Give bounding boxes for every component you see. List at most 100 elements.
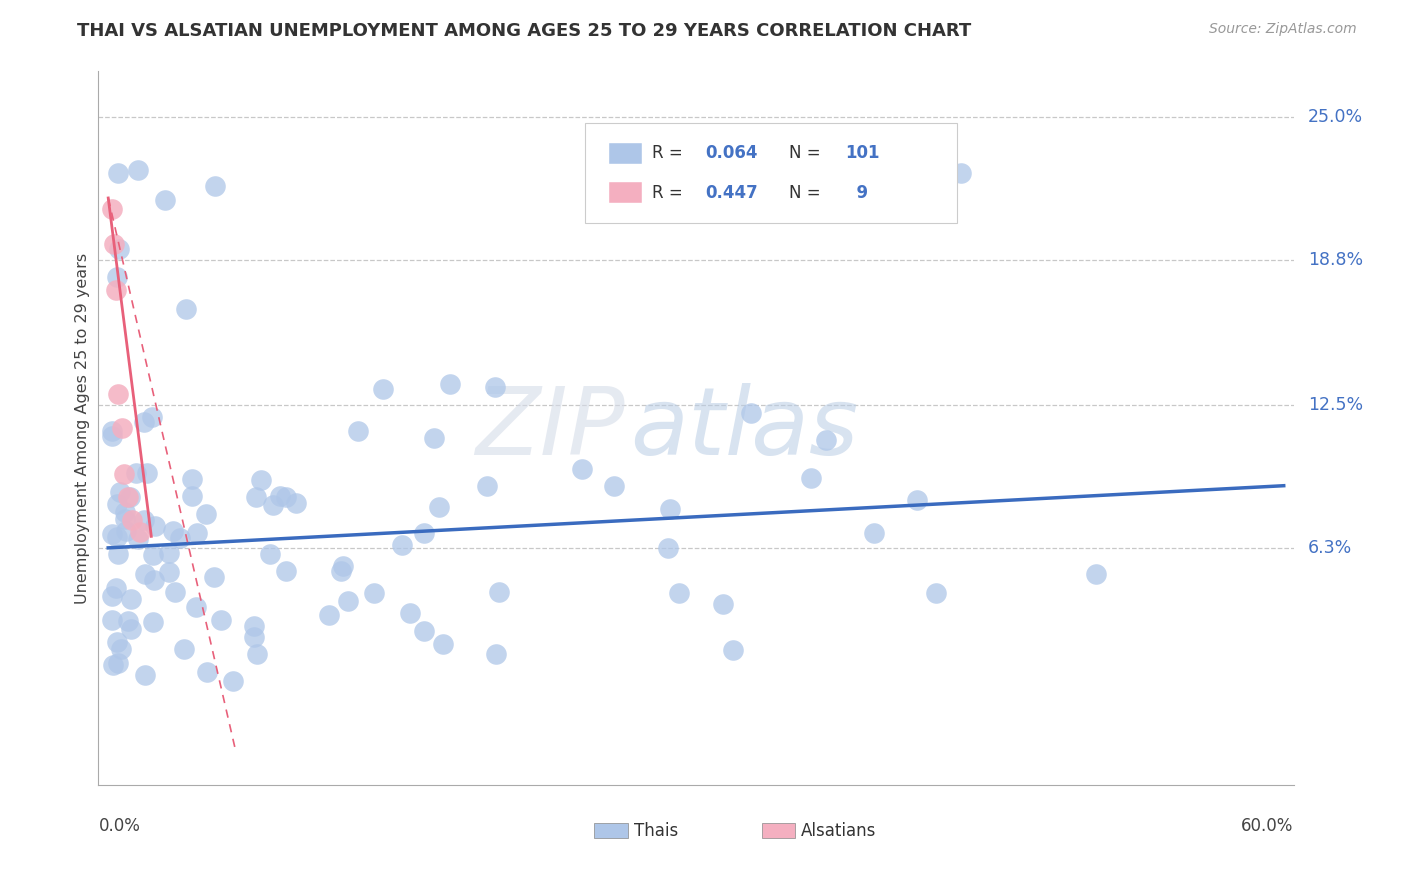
Point: [114, 512, 136, 526]
Point: [132, 513, 155, 527]
Point: [336, 594, 359, 608]
Point: [107, 547, 129, 561]
Point: [186, 526, 208, 541]
Point: [363, 586, 385, 600]
Point: [243, 630, 266, 644]
Point: [274, 564, 297, 578]
Point: [427, 500, 450, 514]
Point: [105, 497, 128, 511]
Point: [157, 565, 180, 579]
Point: [222, 674, 245, 689]
Point: [488, 585, 510, 599]
Text: 12.5%: 12.5%: [1308, 396, 1362, 414]
Point: [243, 619, 266, 633]
FancyBboxPatch shape: [609, 182, 643, 203]
Point: [180, 489, 202, 503]
Text: ZIP: ZIP: [475, 383, 624, 474]
Point: [101, 613, 124, 627]
Point: [174, 301, 197, 316]
Point: [165, 584, 187, 599]
Text: 6.3%: 6.3%: [1308, 539, 1353, 557]
Point: [484, 380, 506, 394]
Point: [659, 501, 682, 516]
Point: [114, 505, 136, 519]
Point: [330, 564, 353, 578]
Point: [269, 489, 291, 503]
Point: [153, 193, 176, 207]
Point: [105, 269, 128, 284]
Point: [128, 524, 150, 539]
Point: [107, 386, 129, 401]
Point: [127, 162, 149, 177]
Point: [173, 641, 195, 656]
Point: [262, 498, 284, 512]
Point: [259, 547, 281, 561]
Point: [412, 526, 434, 541]
Text: 9: 9: [845, 184, 869, 202]
Point: [949, 166, 972, 180]
Point: [117, 490, 139, 504]
Point: [157, 546, 180, 560]
Point: [195, 665, 218, 679]
Point: [142, 615, 165, 630]
Point: [814, 433, 837, 447]
Text: R =: R =: [652, 145, 688, 162]
Point: [105, 635, 128, 649]
Point: [127, 532, 149, 546]
Text: atlas: atlas: [630, 383, 859, 474]
Point: [143, 519, 166, 533]
Point: [169, 531, 191, 545]
Point: [332, 559, 354, 574]
Point: [413, 624, 436, 639]
Point: [107, 166, 129, 180]
Point: [125, 466, 148, 480]
Point: [162, 524, 184, 538]
Point: [105, 530, 128, 544]
Point: [135, 466, 157, 480]
Point: [101, 202, 124, 217]
Point: [120, 591, 142, 606]
Point: [108, 484, 131, 499]
Point: [101, 527, 124, 541]
Text: 25.0%: 25.0%: [1308, 109, 1362, 127]
Text: THAI VS ALSATIAN UNEMPLOYMENT AMONG AGES 25 TO 29 YEARS CORRELATION CHART: THAI VS ALSATIAN UNEMPLOYMENT AMONG AGES…: [77, 22, 972, 40]
Point: [101, 589, 124, 603]
Point: [101, 429, 124, 443]
Text: 0.0%: 0.0%: [98, 817, 141, 835]
Point: [607, 145, 630, 160]
Point: [184, 599, 207, 614]
Point: [371, 383, 394, 397]
Point: [103, 237, 125, 252]
Point: [202, 570, 225, 584]
Point: [246, 647, 269, 661]
FancyBboxPatch shape: [609, 143, 643, 164]
Text: Source: ZipAtlas.com: Source: ZipAtlas.com: [1209, 22, 1357, 37]
Point: [111, 421, 134, 435]
Point: [423, 432, 446, 446]
Point: [209, 614, 232, 628]
Point: [107, 656, 129, 670]
Point: [117, 614, 139, 628]
Point: [142, 548, 165, 562]
Point: [101, 424, 124, 438]
Point: [668, 586, 690, 600]
Point: [132, 415, 155, 429]
Point: [112, 467, 135, 482]
Point: [398, 606, 420, 620]
Point: [1085, 567, 1108, 582]
Text: N =: N =: [789, 145, 827, 162]
Point: [194, 508, 217, 522]
Point: [925, 585, 948, 599]
Point: [180, 472, 202, 486]
Point: [121, 513, 143, 527]
Point: [285, 496, 308, 510]
Point: [347, 425, 370, 439]
Point: [110, 642, 132, 657]
Point: [204, 179, 226, 194]
Point: [143, 573, 166, 587]
Point: [603, 479, 626, 493]
Point: [432, 637, 454, 651]
Point: [101, 658, 124, 673]
Point: [439, 376, 461, 391]
Text: R =: R =: [652, 184, 688, 202]
